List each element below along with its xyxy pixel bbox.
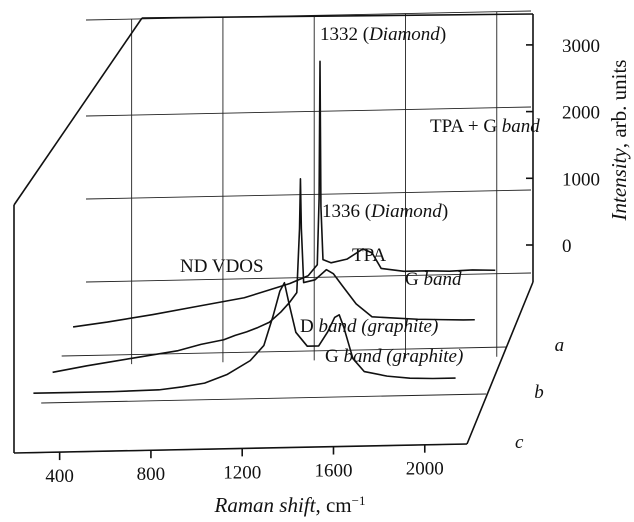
x-axis-title: Raman shift, cm−1 [214, 493, 366, 518]
x-tick-label: 800 [137, 464, 166, 485]
annotation-label: 1332 (Diamond) [320, 24, 446, 45]
left-depth-edge [13, 17, 143, 206]
series-label-c: c [515, 432, 524, 453]
chart-grid [21, 10, 532, 454]
annotation-label: TPA [352, 245, 386, 266]
series-line-a [72, 60, 496, 328]
y-axis-title: Intensity, arb. units [607, 60, 631, 222]
grid-line-horizontal [85, 106, 532, 117]
x-tick-label: 1200 [223, 462, 261, 483]
series-floor-a [61, 346, 507, 357]
annotation-label: ND VDOS [180, 256, 264, 277]
series-floor-b [41, 393, 487, 404]
x-axis-line [13, 443, 468, 454]
annotation-label: G band (graphite) [325, 346, 463, 367]
series-label-b: b [534, 382, 544, 403]
y-tick-label: 0 [562, 236, 572, 257]
y-tick-label: 3000 [562, 36, 600, 57]
top-back-edge [141, 13, 534, 19]
series-line-c [33, 281, 456, 395]
annotation-label: TPA + G band [430, 116, 540, 137]
x-tick-label: 400 [45, 466, 74, 487]
grid-line-horizontal [85, 189, 532, 200]
series-label-a: a [555, 335, 565, 356]
x-tick-label: 1600 [314, 461, 352, 482]
annotation-label: 1336 (Diamond) [322, 201, 448, 222]
chart-text: 0 1000 2000 3000 400 800 1200 1600 2000 a b c 1332 (… [45, 24, 631, 517]
chart-axes [13, 13, 534, 461]
series-line-b [52, 178, 475, 374]
right-depth-edge [466, 281, 534, 445]
y-tick-label: 1000 [562, 169, 600, 190]
annotation-label: G band [405, 269, 462, 290]
grid-line-horizontal [85, 272, 532, 283]
annotation-label: D band (graphite) [300, 316, 438, 337]
x-tick-label: 2000 [406, 459, 444, 480]
chart-series [33, 60, 496, 395]
y-tick-label: 2000 [562, 103, 600, 124]
